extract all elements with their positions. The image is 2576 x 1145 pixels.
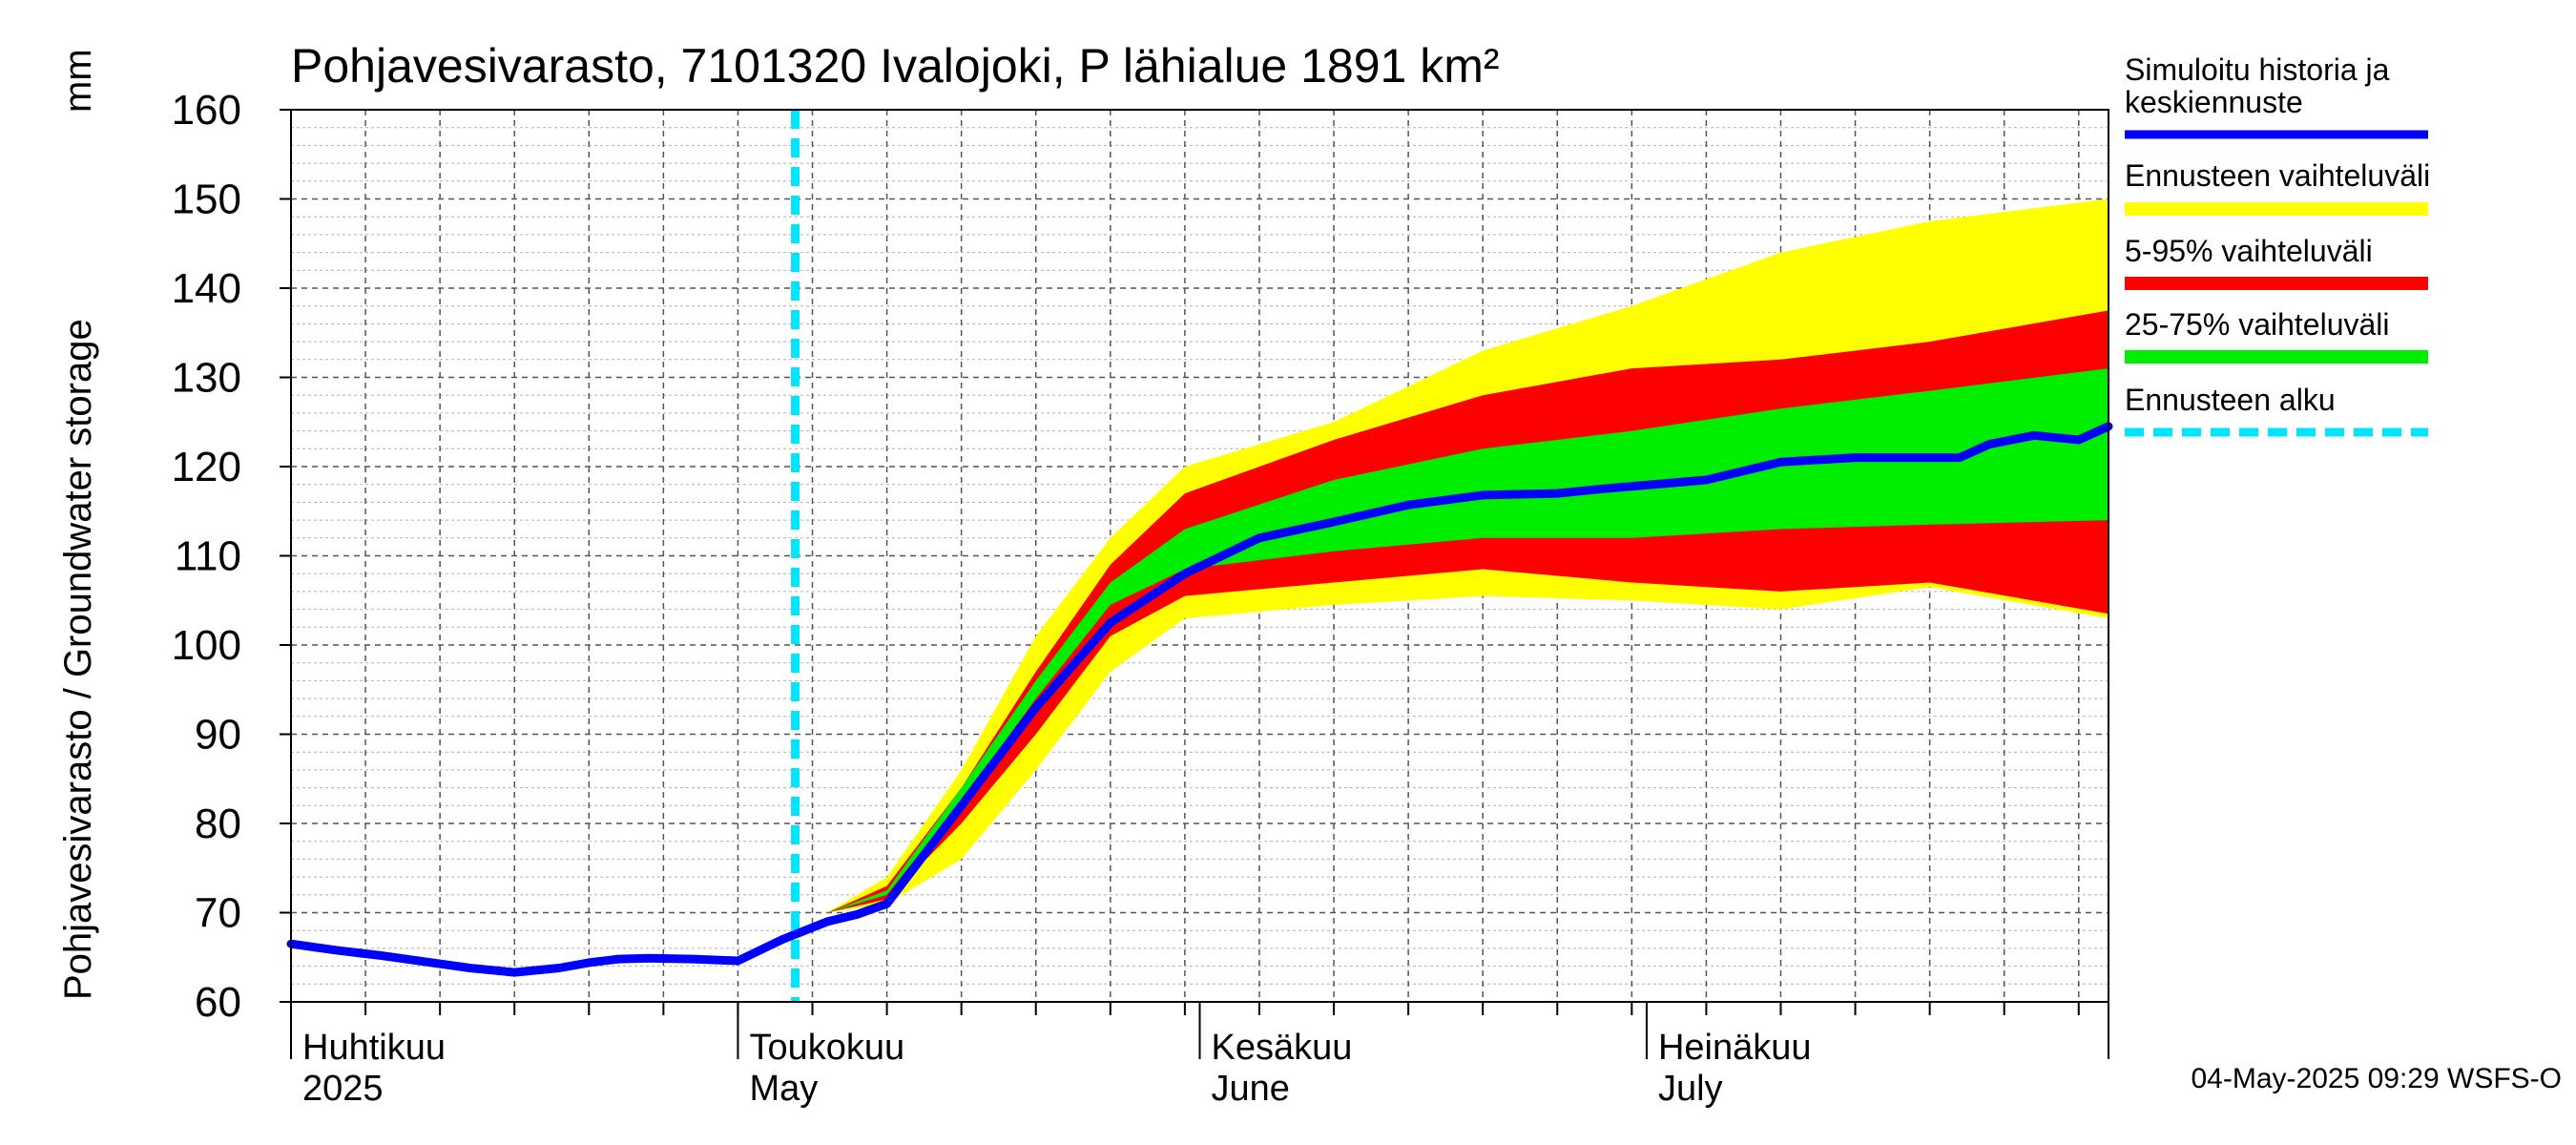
- legend-range-label: Ennusteen vaihteluväli: [2125, 158, 2430, 193]
- forecast-bands: [782, 198, 2109, 940]
- y-tick-label: 130: [172, 355, 241, 402]
- y-tick-label: 150: [172, 177, 241, 223]
- month-label-en: May: [749, 1069, 818, 1109]
- y-tick-label: 140: [172, 265, 241, 312]
- legend: Simuloitu historia ja keskiennuste Ennus…: [2125, 52, 2430, 437]
- legend-p5-95-label: 5-95% vaihteluväli: [2125, 234, 2373, 268]
- y-tick-label: 110: [175, 533, 241, 580]
- chart-title: Pohjavesivarasto, 7101320 Ivalojoki, P l…: [291, 39, 1500, 93]
- legend-p25-75-label: 25-75% vaihteluväli: [2125, 307, 2390, 342]
- y-axis-unit: mm: [57, 49, 99, 113]
- legend-forecast-start-label: Ennusteen alku: [2125, 383, 2336, 417]
- y-tick-label: 90: [195, 712, 241, 759]
- band-2: [782, 368, 2109, 940]
- x-ticks: [290, 1002, 2109, 1059]
- y-tick-label: 120: [172, 444, 241, 490]
- series-line-0: [286, 422, 2113, 977]
- month-label-fi: Heinäkuu: [1658, 1028, 1812, 1068]
- legend-history-label-line1: Simuloitu historia ja: [2125, 52, 2390, 87]
- y-tick-label: 100: [172, 622, 241, 669]
- month-label-fi: Toukokuu: [749, 1028, 904, 1068]
- series-lines: [286, 422, 2113, 977]
- y-tick-label: 60: [195, 979, 241, 1026]
- y-tick-label: 80: [195, 801, 241, 847]
- month-label-en: 2025: [302, 1069, 384, 1109]
- month-label-en: July: [1658, 1069, 1723, 1109]
- month-label-fi: Kesäkuu: [1212, 1028, 1353, 1068]
- y-axis-label: Pohjavesivarasto / Groundwater storage: [57, 319, 99, 1000]
- y-tick-label: 160: [172, 87, 241, 134]
- month-label-en: June: [1212, 1069, 1290, 1109]
- footer-timestamp: 04-May-2025 09:29 WSFS-O: [2192, 1063, 2563, 1094]
- y-ticks: 60 70 80 90 100 110 120 130 140 150 160: [172, 87, 291, 1026]
- legend-history-label-line2: keskiennuste: [2125, 85, 2303, 119]
- month-label-fi: Huhtikuu: [302, 1028, 446, 1068]
- y-tick-label: 70: [195, 890, 241, 937]
